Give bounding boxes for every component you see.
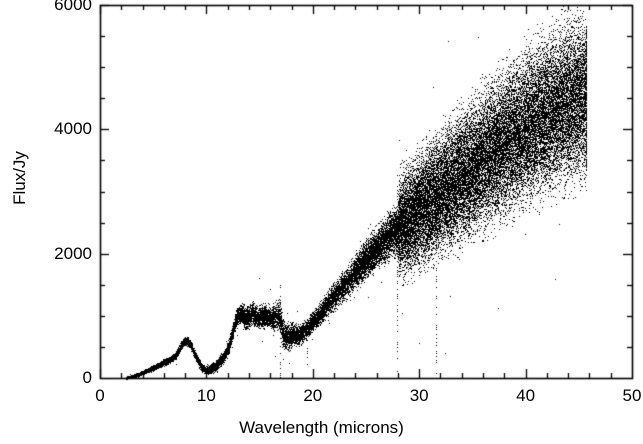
x-tick-label: 30 — [409, 386, 429, 405]
x-tick-label: 50 — [622, 386, 642, 405]
y-tick-label: 6000 — [54, 0, 92, 14]
y-tick-label: 4000 — [54, 119, 92, 139]
x-tick-label: 40 — [516, 386, 536, 405]
x-axis-title: Wavelength (microns) — [239, 418, 404, 437]
x-tick-label: 0 — [95, 386, 105, 405]
x-tick-label: 20 — [303, 386, 323, 405]
y-tick-label: 2000 — [54, 243, 92, 263]
y-tick-label: 0 — [82, 368, 92, 387]
x-tick-label: 10 — [196, 386, 216, 405]
